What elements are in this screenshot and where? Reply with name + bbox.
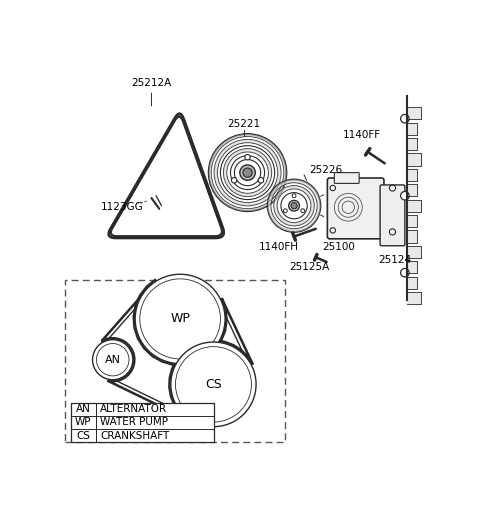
Circle shape bbox=[292, 194, 296, 198]
Circle shape bbox=[243, 168, 252, 177]
Text: WATER PUMP: WATER PUMP bbox=[100, 418, 168, 427]
Text: 25124: 25124 bbox=[378, 255, 411, 265]
Polygon shape bbox=[268, 179, 321, 232]
Circle shape bbox=[401, 192, 409, 200]
Circle shape bbox=[401, 268, 409, 277]
Text: 25226: 25226 bbox=[310, 165, 343, 175]
Circle shape bbox=[231, 178, 237, 183]
Circle shape bbox=[240, 165, 255, 180]
Bar bbox=[65, 280, 285, 442]
Text: WP: WP bbox=[75, 418, 92, 427]
Text: ALTERNATOR: ALTERNATOR bbox=[100, 404, 168, 415]
Text: 25212A: 25212A bbox=[132, 78, 171, 87]
Text: 1140FH: 1140FH bbox=[259, 242, 299, 252]
Circle shape bbox=[171, 342, 256, 427]
Text: 1140FF: 1140FF bbox=[343, 130, 381, 140]
Circle shape bbox=[301, 209, 305, 213]
Polygon shape bbox=[224, 149, 272, 197]
Circle shape bbox=[401, 114, 409, 123]
Polygon shape bbox=[214, 140, 281, 206]
Polygon shape bbox=[209, 134, 286, 211]
Circle shape bbox=[291, 203, 297, 209]
FancyBboxPatch shape bbox=[335, 173, 359, 183]
Text: WP: WP bbox=[170, 312, 190, 326]
Circle shape bbox=[288, 200, 300, 211]
Circle shape bbox=[93, 340, 133, 380]
Circle shape bbox=[135, 274, 225, 364]
Text: CS: CS bbox=[76, 431, 90, 440]
Text: AN: AN bbox=[105, 355, 120, 365]
Circle shape bbox=[245, 154, 250, 160]
Polygon shape bbox=[274, 186, 314, 226]
Text: 1123GG: 1123GG bbox=[101, 202, 144, 212]
FancyBboxPatch shape bbox=[327, 178, 384, 239]
Text: CS: CS bbox=[205, 378, 222, 391]
Circle shape bbox=[258, 178, 264, 183]
Text: AN: AN bbox=[76, 404, 91, 415]
Bar bbox=[71, 403, 214, 442]
Text: 25100: 25100 bbox=[323, 242, 355, 252]
Text: 25221: 25221 bbox=[227, 119, 260, 129]
Circle shape bbox=[283, 209, 287, 213]
Text: CRANKSHAFT: CRANKSHAFT bbox=[100, 431, 169, 440]
Text: 25125A: 25125A bbox=[289, 262, 330, 272]
FancyBboxPatch shape bbox=[380, 185, 405, 246]
